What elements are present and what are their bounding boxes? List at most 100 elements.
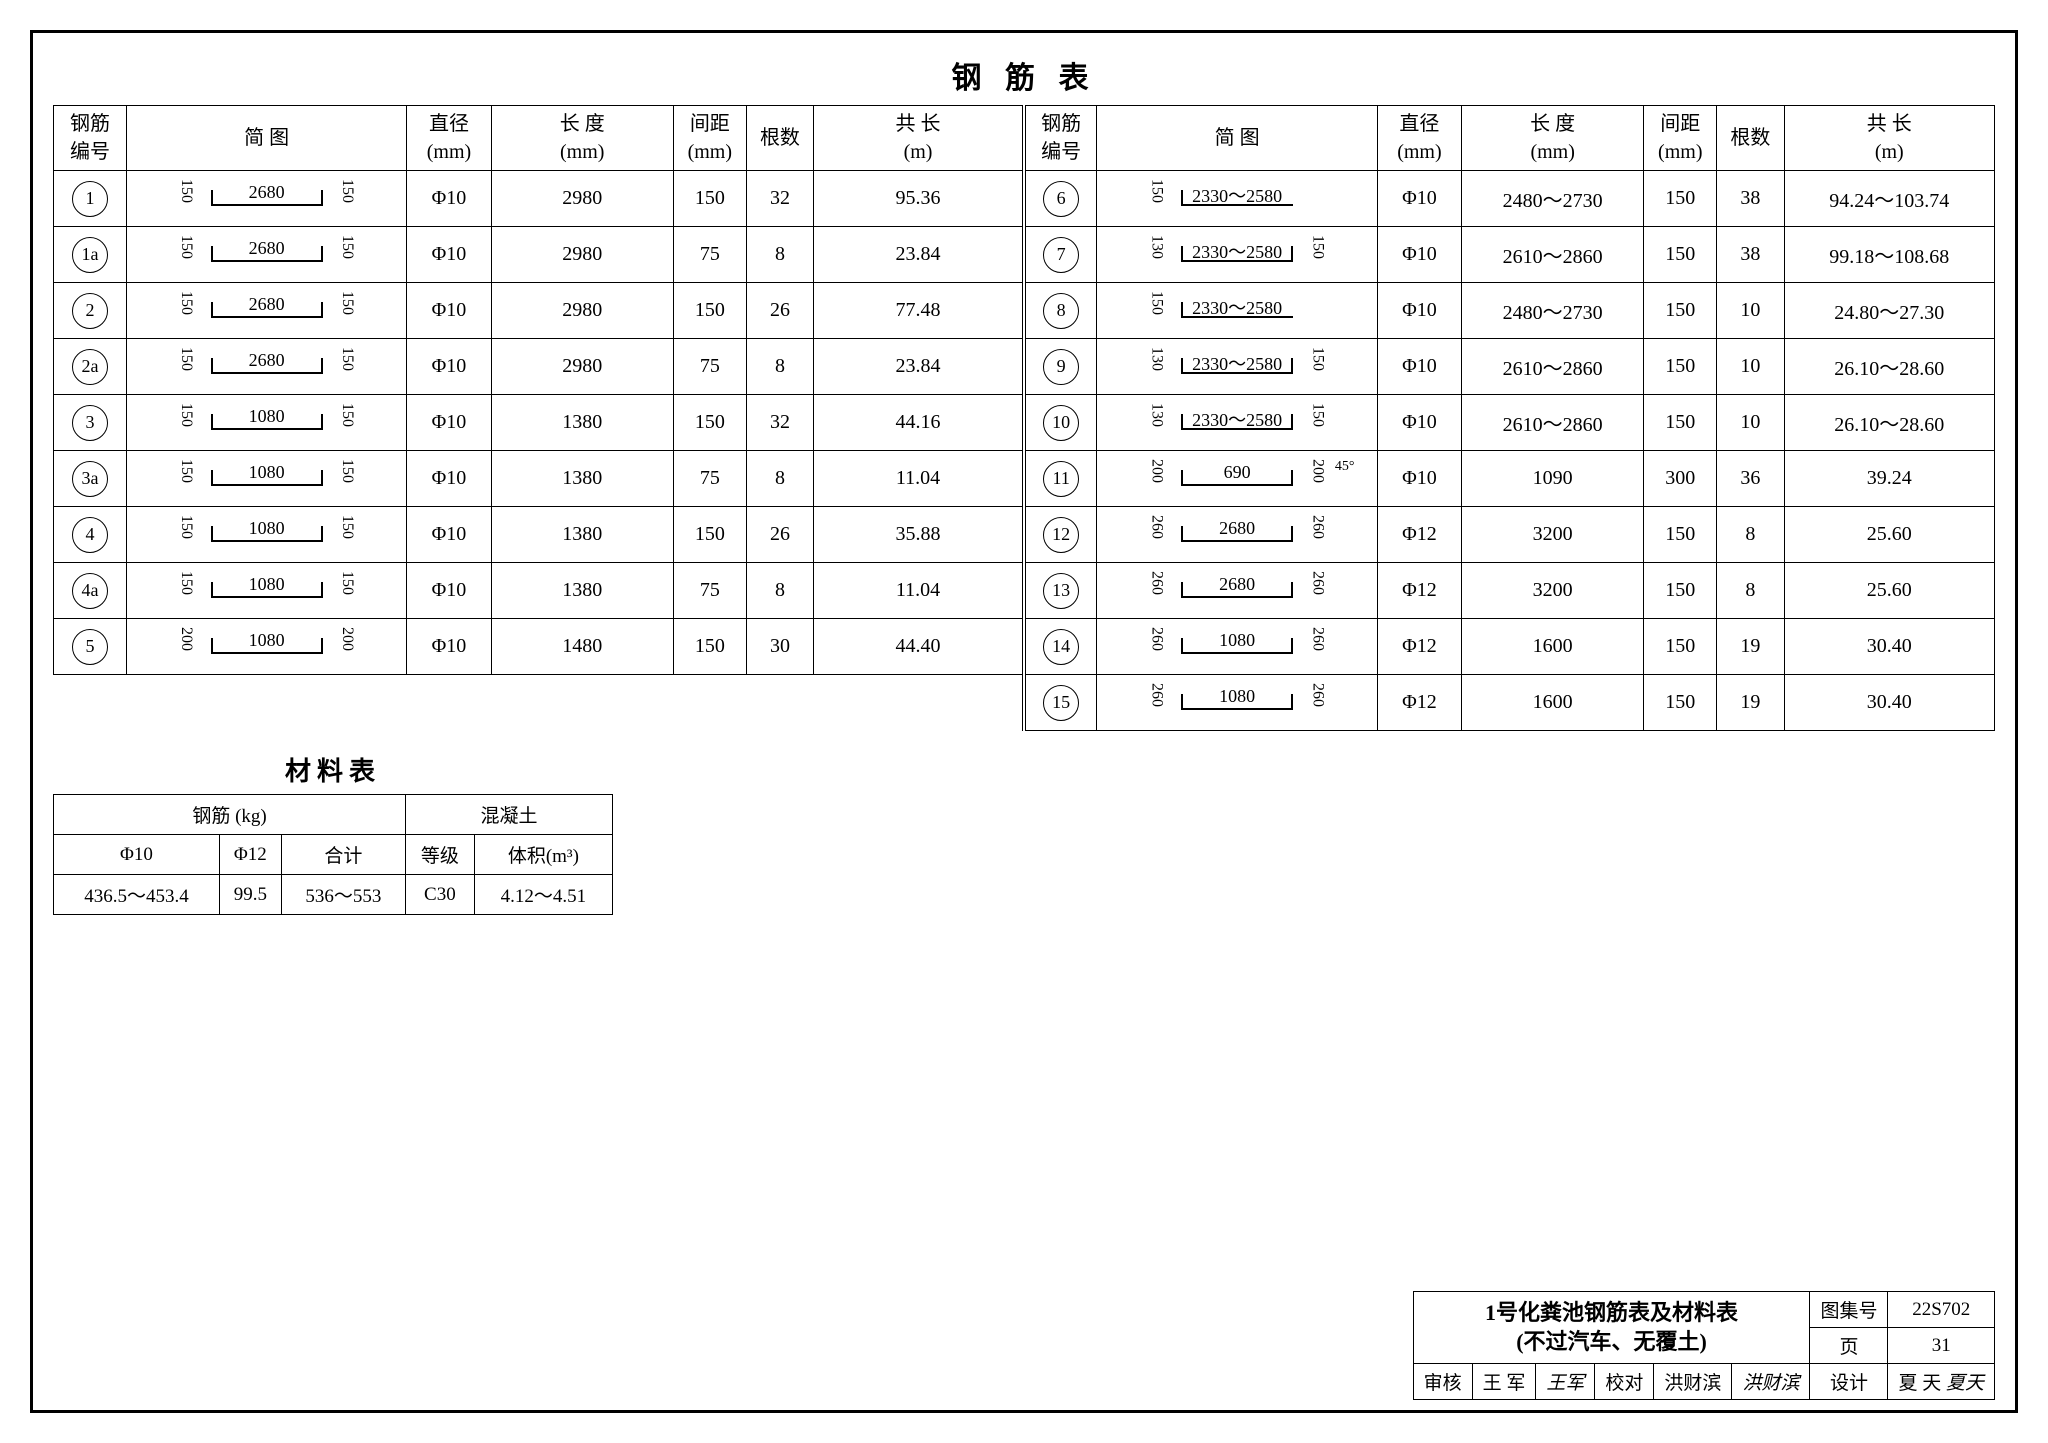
shape-right-dim: 200 (338, 627, 356, 651)
rebar-shape: 1502330～2580 (1097, 171, 1377, 227)
mat-total-header: 合计 (281, 835, 405, 875)
rebar-count: 32 (746, 395, 813, 451)
rebar-len: 1380 (491, 451, 673, 507)
mat-d10-header: Φ10 (54, 835, 220, 875)
rebar-shape: 1502330～2580 (1097, 283, 1377, 339)
rebar-total: 30.40 (1784, 619, 1994, 675)
rebar-id: 3a (54, 451, 127, 507)
rebar-len: 2980 (491, 339, 673, 395)
rebar-len: 2610～2860 (1462, 227, 1644, 283)
rebar-total: 23.84 (814, 339, 1024, 395)
rebar-count: 8 (746, 339, 813, 395)
rebar-len: 2980 (491, 171, 673, 227)
shape-main-dim: 1080 (1097, 686, 1376, 707)
rebar-count: 10 (1717, 395, 1784, 451)
table-row: 11502680150Φ1029801503295.3661502330～258… (54, 171, 1995, 227)
shape-right-dim: 150 (338, 403, 356, 427)
shape-main-dim: 2680 (127, 238, 406, 259)
page-label: 页 (1810, 1328, 1888, 1364)
rebar-dia: Φ10 (407, 395, 491, 451)
rebar-id: 9 (1024, 339, 1097, 395)
rebar-len: 2610～2860 (1462, 395, 1644, 451)
rebar-len: 2980 (491, 283, 673, 339)
review-sig: 王军 (1536, 1364, 1595, 1400)
rebar-shape: 20069020045° (1097, 451, 1377, 507)
rebar-len: 1380 (491, 563, 673, 619)
shape-right-dim: 150 (338, 235, 356, 259)
design-label: 设计 (1810, 1364, 1888, 1400)
shape-main-dim: 2680 (1097, 518, 1376, 539)
rebar-shape: 1502680150 (126, 283, 406, 339)
rebar-spacing: 150 (1644, 619, 1717, 675)
mat-data-row: 436.5～453.4 99.5 536～553 C30 4.12～4.51 (54, 875, 613, 915)
mat-d10: 436.5～453.4 (54, 875, 220, 915)
rebar-shape: 1501080150 (126, 451, 406, 507)
hdr-cnt: 根数 (746, 106, 813, 171)
table-row: 4a1501080150Φ10138075811.04132602680260Φ… (54, 563, 1995, 619)
hdr-len-2: 长 度 (mm) (1462, 106, 1644, 171)
table-row: 3a1501080150Φ10138075811.041120069020045… (54, 451, 1995, 507)
check-label: 校对 (1595, 1364, 1654, 1400)
rebar-id: 2 (54, 283, 127, 339)
rebar-count: 26 (746, 283, 813, 339)
rebar-id: 8 (1024, 283, 1097, 339)
shape-main-dim: 2680 (127, 350, 406, 371)
rebar-shape: 1502680150 (126, 171, 406, 227)
mat-d12-header: Φ12 (219, 835, 281, 875)
rebar-dia: Φ10 (1377, 283, 1461, 339)
rebar-id: 2a (54, 339, 127, 395)
rebar-dia: Φ10 (1377, 227, 1461, 283)
rebar-dia: Φ10 (407, 171, 491, 227)
shape-right-dim: 150 (338, 179, 356, 203)
material-table: 钢筋 (kg) 混凝土 Φ10 Φ12 合计 等级 体积(m³) 436.5～4… (53, 794, 613, 915)
rebar-id: 1a (54, 227, 127, 283)
shape-main-dim: 2680 (127, 294, 406, 315)
rebar-total: 95.36 (814, 171, 1024, 227)
rebar-id: 10 (1024, 395, 1097, 451)
table-row: 152601080260Φ1216001501930.40 (54, 675, 1995, 731)
rebar-shape: 1501080150 (126, 395, 406, 451)
shape-right-dim: 150 (338, 515, 356, 539)
hdr-shape-2: 简 图 (1097, 106, 1377, 171)
mat-grade-header: 等级 (406, 835, 475, 875)
mat-header-1: 钢筋 (kg) 混凝土 (54, 795, 613, 835)
hdr-tot: 共 长 (m) (814, 106, 1024, 171)
rebar-count: 32 (746, 171, 813, 227)
rebar-len: 1480 (491, 619, 673, 675)
rebar-total: 94.24～103.74 (1784, 171, 1994, 227)
rebar-total: 24.80～27.30 (1784, 283, 1994, 339)
rebar-id: 11 (1024, 451, 1097, 507)
check-name: 洪财滨 (1654, 1364, 1732, 1400)
design-sig: 夏天 (1946, 1373, 1984, 1394)
shape-right-dim: 260 (1309, 515, 1327, 539)
page-no: 31 (1888, 1328, 1995, 1364)
check-sig: 洪财滨 (1732, 1364, 1810, 1400)
rebar-dia: Φ12 (1377, 563, 1461, 619)
rebar-count: 30 (746, 619, 813, 675)
rebar-dia: Φ10 (1377, 339, 1461, 395)
table-row: 21502680150Φ1029801502677.4881502330～258… (54, 283, 1995, 339)
drawing-title-line1: 1号化粪池钢筋表及材料表 (1485, 1300, 1738, 1325)
rebar-spacing: 150 (673, 507, 746, 563)
table-row: 1a1502680150Φ10298075823.8471302330～2580… (54, 227, 1995, 283)
hdr-cnt-2: 根数 (1717, 106, 1784, 171)
hdr-shape: 简 图 (126, 106, 406, 171)
rebar-dia: Φ12 (1377, 507, 1461, 563)
rebar-len: 2610～2860 (1462, 339, 1644, 395)
hdr-dia: 直径 (mm) (407, 106, 491, 171)
shape-right-dim: 150 (1309, 347, 1327, 371)
rebar-count: 8 (1717, 563, 1784, 619)
rebar-total: 23.84 (814, 227, 1024, 283)
rebar-spacing: 150 (673, 171, 746, 227)
table-row: 2a1502680150Φ10298075823.8491302330～2580… (54, 339, 1995, 395)
shape-right-dim: 150 (1309, 235, 1327, 259)
rebar-spacing: 75 (673, 339, 746, 395)
mat-rebar-header: 钢筋 (kg) (54, 795, 406, 835)
rebar-dia: Φ10 (1377, 395, 1461, 451)
rebar-spacing: 150 (1644, 171, 1717, 227)
rebar-dia: Φ10 (407, 227, 491, 283)
hdr-sp: 间距 (mm) (673, 106, 746, 171)
rebar-count: 8 (1717, 507, 1784, 563)
rebar-spacing: 75 (673, 227, 746, 283)
drawing-page: 钢 筋 表 钢筋 编号 简 图 直径 (mm) 长 度 (mm) 间距 (mm)… (30, 30, 2018, 1413)
